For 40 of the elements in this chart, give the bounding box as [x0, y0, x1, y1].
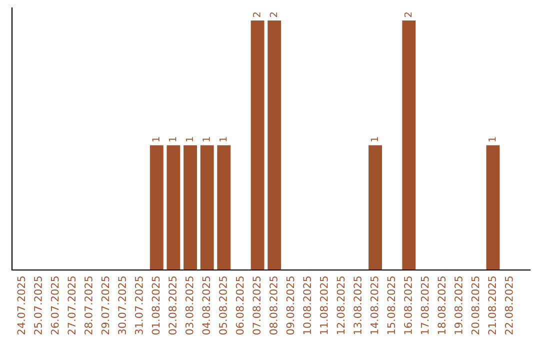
x-tick-label: 19.08.2025: [454, 276, 462, 334]
x-tick-label: 31.07.2025: [134, 276, 143, 334]
x-tick-label: 02.08.2025: [168, 276, 176, 335]
x-tick-label: 03.08.2025: [185, 276, 194, 335]
x-tick-label: 18.08.2025: [438, 276, 446, 334]
x-tick-label: 17.08.2025: [420, 276, 429, 334]
data-label: 1: [186, 137, 193, 142]
x-tick-label: 20.08.2025: [471, 276, 480, 334]
x-tick-label: 07.08.2025: [252, 276, 261, 335]
x-tick-label: 30.07.2025: [118, 276, 126, 334]
x-tick-label: 11.08.2025: [320, 276, 328, 334]
x-tick-label: 04.08.2025: [202, 276, 210, 335]
x-tick-label: 28.07.2025: [84, 276, 92, 334]
x-tick-label: 24.07.2025: [17, 276, 26, 334]
data-label: 1: [370, 137, 378, 142]
x-tick-label: 16.08.2025: [404, 276, 412, 334]
data-label: 1: [169, 137, 176, 142]
x-tick-label: 06.08.2025: [236, 276, 244, 335]
data-label: 1: [220, 137, 227, 142]
x-tick-label: 29.07.2025: [101, 276, 110, 334]
x-tick-label: 09.08.2025: [286, 276, 294, 335]
x-tick-label: 15.08.2025: [387, 276, 396, 334]
x-tick-label: 22.08.2025: [504, 276, 513, 334]
data-label: 2: [404, 12, 412, 17]
data-label: 1: [202, 137, 210, 142]
x-tick-label: 12.08.2025: [336, 276, 345, 334]
x-tick-label: 21.08.2025: [488, 276, 496, 334]
x-tick-label: 27.07.2025: [68, 276, 76, 334]
data-label: 1: [488, 137, 496, 142]
x-tick-label: 08.08.2025: [270, 276, 278, 335]
x-tick-label: 13.08.2025: [354, 276, 362, 334]
data-label: 2: [253, 12, 260, 17]
x-tick-label: 14.08.2025: [370, 276, 378, 334]
x-tick-label: 25.07.2025: [34, 276, 42, 334]
x-tick-label: 26.07.2025: [50, 276, 59, 334]
x-tick-label: 05.08.2025: [219, 276, 227, 335]
data-label: 1: [152, 137, 160, 142]
x-tick-label: 10.08.2025: [303, 276, 312, 334]
x-tick-label: 01.08.2025: [152, 276, 160, 335]
data-label: 2: [270, 12, 278, 17]
